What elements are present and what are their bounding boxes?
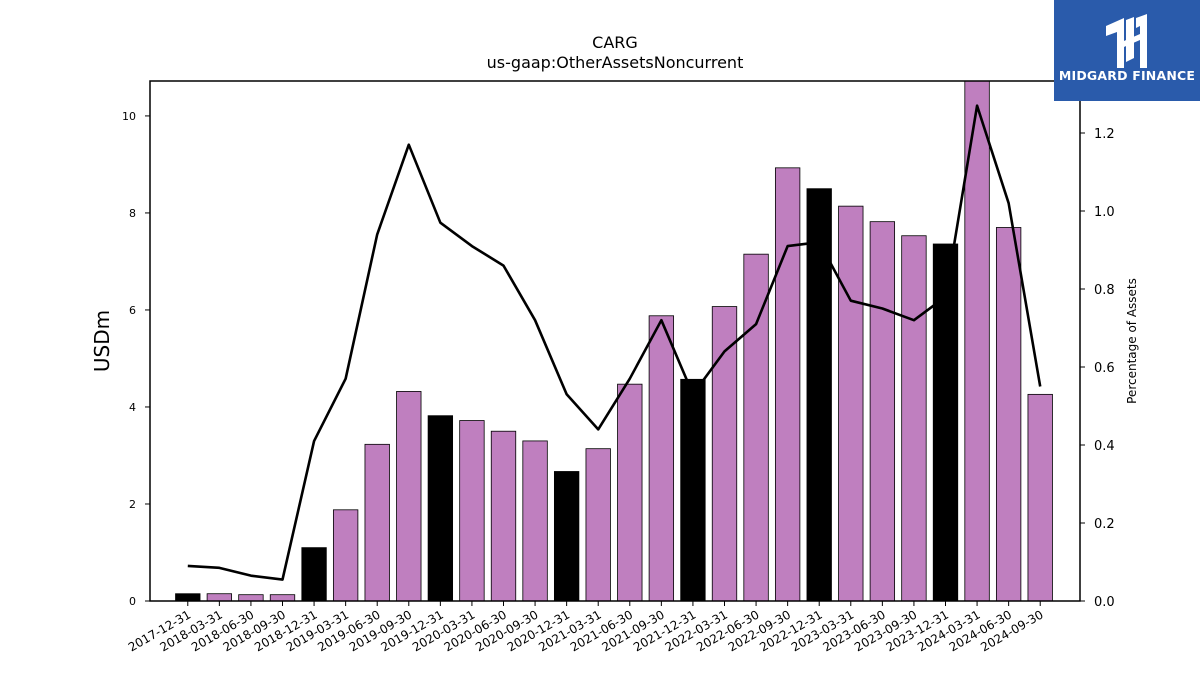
y2-tick-label: 0.2 — [1094, 517, 1115, 532]
y-tick-label: 6 — [129, 304, 136, 317]
bar-2021-09-30 — [648, 315, 675, 602]
bar-2024-06-30 — [995, 227, 1022, 602]
y2-tick-label: 0.6 — [1094, 361, 1115, 376]
bar-2020-09-30 — [522, 440, 548, 602]
plot-frame — [149, 80, 1081, 602]
y2-tick-label: 0.8 — [1094, 283, 1115, 298]
midgard-logo-icon — [1106, 14, 1147, 68]
bar-2021-12-31 — [680, 378, 706, 602]
bar-2017-12-31 — [175, 593, 201, 602]
bar-2024-09-30 — [1027, 393, 1053, 602]
y-tick-label: 4 — [129, 401, 136, 414]
bar-2020-03-31 — [459, 420, 485, 602]
y-tick-label: 0 — [129, 595, 136, 608]
bar-2020-06-30 — [490, 430, 517, 602]
y-tick-label: 2 — [129, 498, 136, 511]
y2-tick-label: 0.0 — [1094, 595, 1115, 610]
y-axis-label: USDm — [90, 310, 114, 372]
bar-2019-09-30 — [396, 391, 422, 602]
bar-2018-12-31 — [301, 547, 327, 602]
bar-2020-12-31 — [553, 471, 580, 602]
bar-2022-09-30 — [774, 167, 801, 602]
bar-2018-06-30 — [238, 594, 264, 602]
bar-2019-03-31 — [332, 509, 359, 602]
bar-2019-12-31 — [427, 415, 454, 602]
bar-2023-03-31 — [838, 205, 864, 602]
bar-2024-03-31 — [964, 80, 990, 602]
bar-2023-06-30 — [869, 221, 896, 602]
bar-series — [175, 80, 1053, 602]
bar-2021-03-31 — [585, 448, 611, 602]
y-tick-label: 8 — [129, 207, 136, 220]
y2-tick-label: 1.0 — [1094, 205, 1115, 220]
y2-tick-label: 0.4 — [1094, 439, 1115, 454]
bar-2022-03-31 — [711, 306, 738, 602]
line-series — [187, 104, 1042, 581]
bar-2019-06-30 — [364, 443, 390, 602]
bar-2018-09-30 — [269, 594, 296, 602]
y2-tick-label: 1.2 — [1094, 127, 1115, 142]
logo-text: MIDGARD FINANCE — [1058, 68, 1196, 83]
bar-2018-03-31 — [206, 593, 233, 602]
chart-title: CARG — [592, 33, 638, 52]
bar-2021-06-30 — [617, 383, 643, 602]
y-tick-label: 10 — [122, 110, 136, 123]
y2-axis-label: Percentage of Assets — [1125, 278, 1139, 404]
midgard-finance-logo: MIDGARD FINANCE — [1054, 0, 1200, 101]
percentage-of-assets-line — [187, 104, 1042, 581]
chart-subtitle: us-gaap:OtherAssetsNoncurrent — [487, 53, 744, 72]
bar-2022-06-30 — [743, 253, 769, 602]
bar-2022-12-31 — [806, 188, 832, 602]
bar-2023-09-30 — [901, 235, 927, 602]
